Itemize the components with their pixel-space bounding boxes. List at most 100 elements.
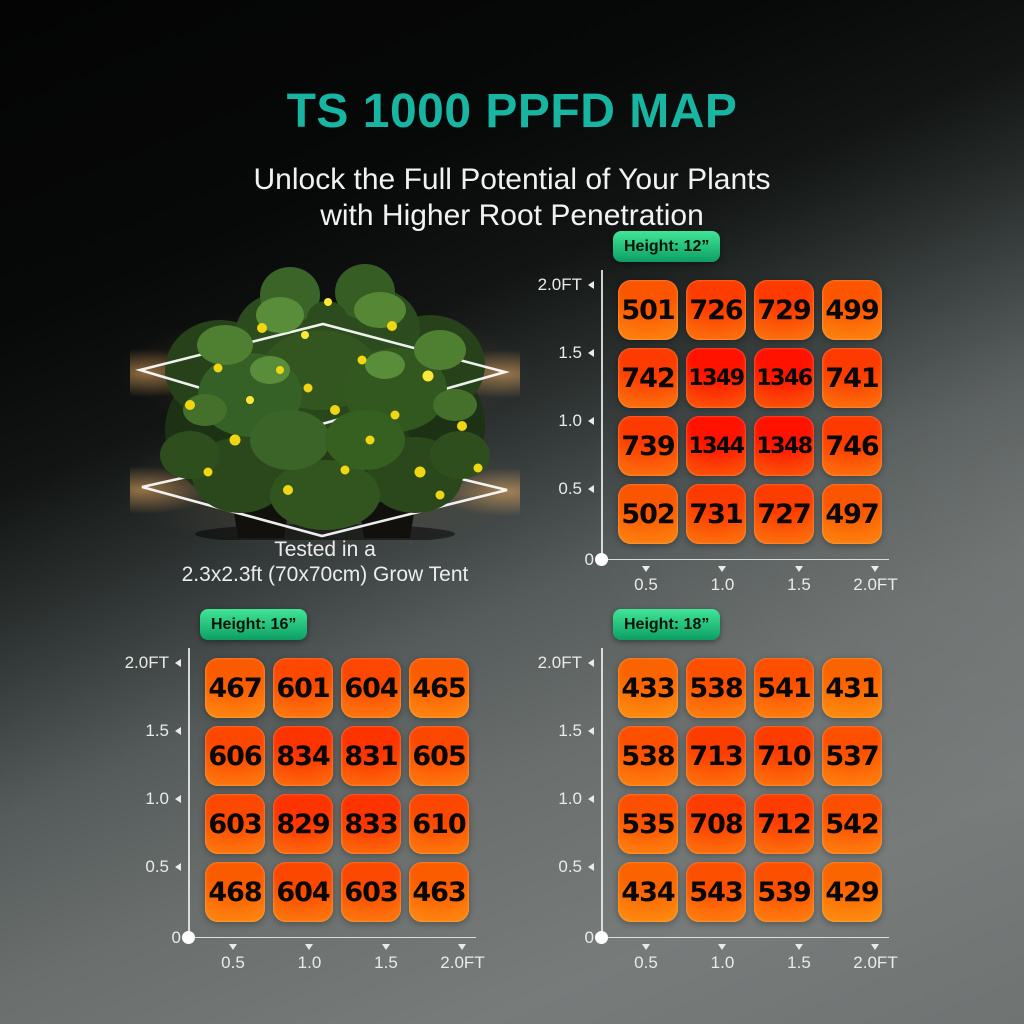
ppfd-cell: 603 bbox=[341, 862, 401, 922]
grow-tent-caption-line2: 2.3x2.3ft (70x70cm) Grow Tent bbox=[181, 563, 469, 586]
ppfd-grid: 433 538 541 431 538 713 710 537 535 708 712 542 434 5… bbox=[618, 658, 882, 922]
subtitle-line2: with Higher Root Penetration bbox=[320, 199, 704, 232]
y-axis-line bbox=[601, 648, 603, 938]
ppfd-chart-18in: Height: 18” 2.0FT 1.5 1.0 0.5 0 433 538 541 431… bbox=[536, 609, 898, 980]
x-axis-label: 2.0FT bbox=[853, 575, 898, 594]
ppfd-cell: 603 bbox=[205, 794, 265, 854]
ppfd-cell: 710 bbox=[754, 726, 814, 786]
page-title: TS 1000 PPFD MAP bbox=[286, 85, 738, 138]
ppfd-cell: 604 bbox=[273, 862, 333, 922]
ppfd-cell: 610 bbox=[409, 794, 469, 854]
ppfd-cell: 1348 bbox=[754, 416, 814, 476]
y-axis: 2.0FT 1.5 1.0 0.5 0 bbox=[536, 270, 594, 570]
page-subtitle: Unlock the Full Potential of Your Plants… bbox=[0, 162, 1024, 234]
ppfd-cell: 604 bbox=[341, 658, 401, 718]
x-axis-tick-icon bbox=[794, 944, 803, 950]
subtitle-line1: Unlock the Full Potential of Your Plants bbox=[253, 163, 771, 196]
y-axis-label-text: 0.5 bbox=[558, 479, 582, 498]
y-axis-label-text: 0 bbox=[584, 928, 594, 947]
ppfd-cell: 606 bbox=[205, 726, 265, 786]
y-axis-arrow-icon bbox=[588, 485, 594, 493]
x-axis-tick-icon bbox=[794, 566, 803, 572]
y-axis-label-text: 0 bbox=[171, 928, 181, 947]
y-axis-line bbox=[188, 648, 190, 938]
y-axis-label: 2.0FT bbox=[538, 275, 594, 295]
ppfd-cell: 731 bbox=[686, 484, 746, 544]
y-axis-label-text: 1.0 bbox=[558, 411, 582, 430]
x-axis-tick-icon bbox=[458, 944, 466, 950]
ppfd-cell: 434 bbox=[618, 862, 678, 922]
x-axis-tick-icon bbox=[641, 566, 650, 572]
y-axis-label: 1.0 bbox=[558, 789, 594, 809]
ppfd-chart-12in: Height: 12” 2.0FT 1.5 1.0 0.5 0 501 726 729 499… bbox=[536, 231, 898, 602]
ppfd-cell: 601 bbox=[273, 658, 333, 718]
ppfd-chart-16in: Height: 16” 2.0FT 1.5 1.0 0.5 0 467 601 604 465… bbox=[123, 609, 485, 980]
x-axis-label: 0.5 bbox=[221, 953, 245, 972]
grow-tent-caption-line1: Tested in a bbox=[274, 538, 376, 561]
y-axis-label: 1.0 bbox=[558, 411, 594, 431]
y-axis: 2.0FT 1.5 1.0 0.5 0 bbox=[123, 648, 181, 948]
grow-tent-caption: Tested in a 2.3x2.3ft (70x70cm) Grow Ten… bbox=[120, 537, 530, 587]
ppfd-cell: 834 bbox=[273, 726, 333, 786]
ppfd-cell: 829 bbox=[273, 794, 333, 854]
x-axis-label: 1.5 bbox=[787, 953, 811, 972]
x-axis-label: 1.5 bbox=[787, 575, 811, 594]
x-axis-tick-icon bbox=[718, 944, 726, 950]
ppfd-cell: 833 bbox=[341, 794, 401, 854]
y-axis-label: 0.5 bbox=[558, 857, 594, 877]
y-axis-label-text: 0.5 bbox=[145, 857, 169, 876]
y-axis-label: 1.5 bbox=[558, 721, 594, 741]
ppfd-cell: 831 bbox=[341, 726, 401, 786]
y-axis-label-text: 2.0FT bbox=[124, 653, 169, 672]
y-axis-label: 1.5 bbox=[145, 721, 181, 741]
x-axis-label: 2.0FT bbox=[440, 953, 485, 972]
y-axis-label: 1.5 bbox=[558, 343, 594, 363]
y-axis-arrow-icon bbox=[588, 281, 594, 289]
y-axis-label-text: 1.5 bbox=[558, 343, 582, 362]
ppfd-cell: 729 bbox=[754, 280, 814, 340]
y-axis-arrow-icon bbox=[175, 795, 181, 803]
plant-foliage-mid bbox=[183, 292, 477, 437]
y-axis: 2.0FT 1.5 1.0 0.5 0 bbox=[536, 648, 594, 948]
plant-flowers bbox=[185, 298, 483, 500]
axis-origin-dot bbox=[594, 931, 608, 944]
x-axis-tick-icon bbox=[718, 566, 726, 572]
x-axis-tick-icon bbox=[871, 566, 879, 572]
y-axis-label: 0.5 bbox=[558, 479, 594, 499]
x-axis-label: 0.5 bbox=[634, 575, 658, 594]
plant-photo bbox=[130, 264, 520, 540]
ppfd-cell: 741 bbox=[822, 348, 882, 408]
y-axis-label-text: 1.0 bbox=[558, 789, 582, 808]
x-axis-label: 1.0 bbox=[710, 575, 735, 594]
x-axis-label: 1.0 bbox=[710, 953, 735, 972]
ppfd-cell: 726 bbox=[686, 280, 746, 340]
y-axis-arrow-icon bbox=[175, 727, 181, 735]
ppfd-cell: 742 bbox=[618, 348, 678, 408]
height-badge: Height: 18” bbox=[613, 609, 721, 640]
ppfd-cell: 433 bbox=[618, 658, 678, 718]
y-axis-arrow-icon bbox=[588, 727, 594, 735]
ppfd-cell: 708 bbox=[686, 794, 746, 854]
y-axis-label-text: 2.0FT bbox=[537, 653, 582, 672]
y-axis-arrow-icon bbox=[175, 863, 181, 871]
y-axis-label-text: 0.5 bbox=[558, 857, 582, 876]
x-axis-tick-icon bbox=[381, 944, 390, 950]
y-axis-arrow-icon bbox=[175, 659, 181, 667]
ppfd-cell: 543 bbox=[686, 862, 746, 922]
ppfd-cell: 739 bbox=[618, 416, 678, 476]
x-axis-label: 1.0 bbox=[297, 953, 322, 972]
y-axis-label: 0.5 bbox=[145, 857, 181, 877]
x-axis-label: 0.5 bbox=[634, 953, 658, 972]
y-axis-arrow-icon bbox=[588, 795, 594, 803]
y-axis-label-text: 2.0FT bbox=[537, 275, 582, 294]
ppfd-cell: 431 bbox=[822, 658, 882, 718]
ppfd-cell: 465 bbox=[409, 658, 469, 718]
ppfd-cell: 539 bbox=[754, 862, 814, 922]
x-axis-tick-icon bbox=[228, 944, 237, 950]
ppfd-cell: 502 bbox=[618, 484, 678, 544]
y-axis-label-text: 1.0 bbox=[145, 789, 169, 808]
height-badge: Height: 16” bbox=[200, 609, 308, 640]
ppfd-cell: 605 bbox=[409, 726, 469, 786]
axis-origin-dot bbox=[594, 553, 608, 566]
